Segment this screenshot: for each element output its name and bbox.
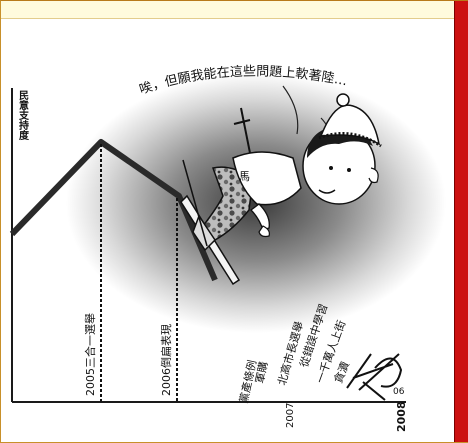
top-band — [1, 1, 456, 19]
skier-eye — [347, 168, 351, 172]
political-cartoon: 民意支持度 2005三合一選舉 2006倒扁表現 黨產條例 軍購 北高市長選舉 … — [9, 64, 446, 432]
ski-pole-back — [182, 159, 208, 247]
skier-legs — [202, 166, 254, 241]
event-2006-label: 2006倒扁表現 — [159, 324, 173, 396]
year-2007-label: 2007 — [285, 403, 296, 428]
motion-lines — [282, 85, 299, 135]
year-2008-label: 2008 — [395, 401, 408, 432]
skier-eye — [329, 166, 333, 170]
skier-figure: 馬 — [180, 93, 382, 286]
artist-signature: 06 — [346, 353, 405, 401]
skier-hand — [258, 225, 270, 238]
issue-label: 軍購 — [252, 360, 270, 384]
event-2005-label: 2005三合一選舉 — [83, 313, 97, 396]
ski-pole-grip — [233, 119, 251, 125]
skier-mouth — [318, 189, 336, 194]
red-side-bar — [454, 1, 468, 442]
beanie-pompom — [336, 93, 350, 107]
signature-year: 06 — [393, 387, 405, 397]
skier-ear — [368, 167, 379, 184]
beanie-band — [318, 132, 382, 148]
issue-label: 貪瀆 — [331, 359, 352, 385]
signature-scribble — [346, 353, 403, 401]
shirt-badge: 馬 — [239, 170, 250, 183]
skier-torso — [232, 151, 302, 206]
y-axis-label: 民意支持度 — [17, 90, 30, 141]
